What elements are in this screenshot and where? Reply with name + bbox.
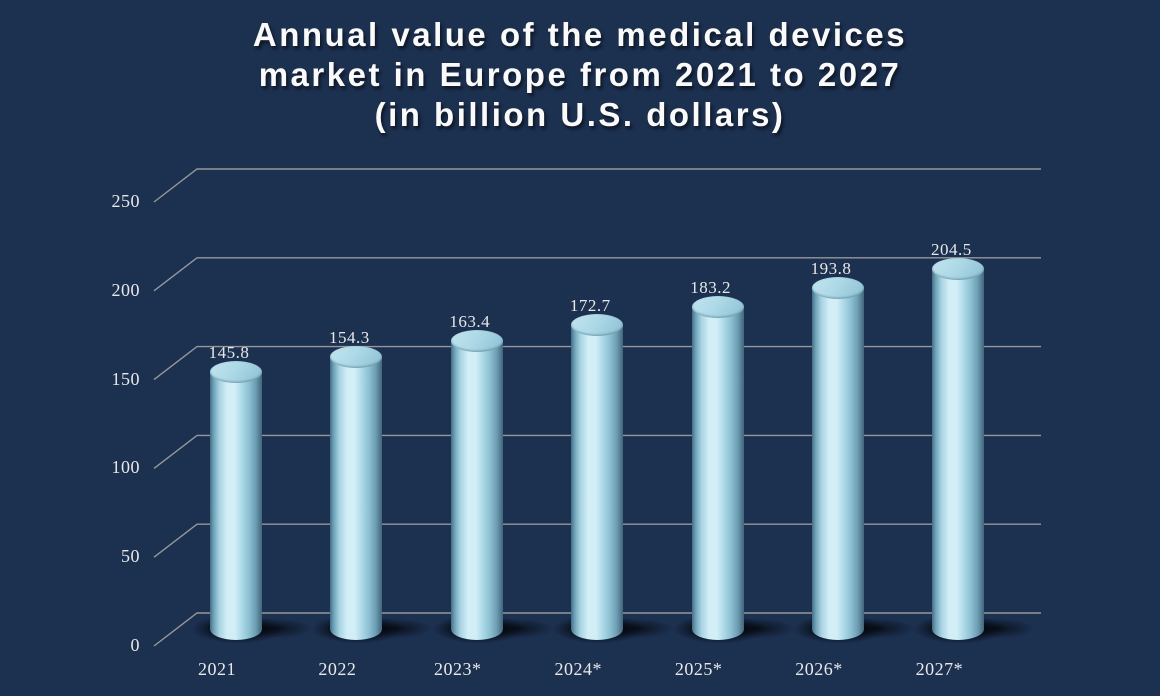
y-tick-label-50: 50: [121, 546, 140, 567]
value-label-2027*: 204.5: [931, 240, 972, 260]
gridline-250: [153, 168, 1041, 203]
bar-cylinder-2025*: [691, 306, 744, 640]
gridline-50: [153, 523, 1041, 558]
value-label-2024*: 172.7: [569, 296, 611, 316]
x-category-label-2026*: 2026*: [795, 659, 843, 679]
x-category-label-2027*: 2027*: [915, 659, 964, 679]
bar-cylinder-top-2023*: [450, 330, 503, 353]
value-label-2022: 154.3: [329, 328, 370, 348]
x-category-label-2021: 2021: [198, 659, 236, 679]
chart-title-line-2: market in Europe from 2021 to 2027: [258, 56, 902, 93]
bar-cylinder-top-2024*: [571, 314, 624, 337]
bar-cylinder-2026*: [812, 287, 864, 640]
bar-cylinder-top-2021: [210, 361, 262, 384]
value-label-2023*: 163.4: [449, 312, 491, 332]
gridline-150: [153, 345, 1041, 381]
bar-cylinder-2024*: [571, 325, 624, 640]
x-category-label-2024*: 2024*: [554, 659, 602, 679]
bar-cylinder-2023*: [450, 341, 503, 640]
y-tick-label-200: 200: [111, 279, 140, 300]
value-label-2021: 145.8: [208, 343, 250, 363]
chart-title-line-3: (in billion U.S. dollars): [374, 96, 786, 133]
gridline-100: [153, 434, 1041, 469]
y-tick-label-250: 250: [111, 191, 140, 211]
gridline-200: [153, 257, 1041, 292]
y-tick-label-150: 150: [111, 368, 140, 389]
y-tick-label-0: 0: [130, 635, 140, 655]
bar-cylinder-2021: [210, 372, 262, 640]
y-tick-label-100: 100: [111, 457, 140, 478]
x-category-label-2022: 2022: [318, 659, 357, 679]
bar-cylinder-top-2026*: [812, 276, 864, 299]
chart-title: Annual value of the medical devices mark…: [0, 15, 1160, 135]
bar-cylinder-2027*: [932, 269, 985, 640]
bar-cylinder-top-2025*: [691, 295, 744, 318]
x-category-label-2025*: 2025*: [674, 659, 723, 679]
value-label-2025*: 183.2: [690, 277, 731, 297]
chart-title-line-1: Annual value of the medical devices: [252, 16, 908, 53]
bar-cylinder-2022: [330, 357, 383, 640]
x-category-label-2023*: 2023*: [434, 659, 482, 679]
value-label-2026*: 193.8: [810, 258, 852, 278]
bar-cylinder-top-2022: [330, 346, 383, 369]
bar-cylinder-top-2027*: [932, 258, 985, 281]
